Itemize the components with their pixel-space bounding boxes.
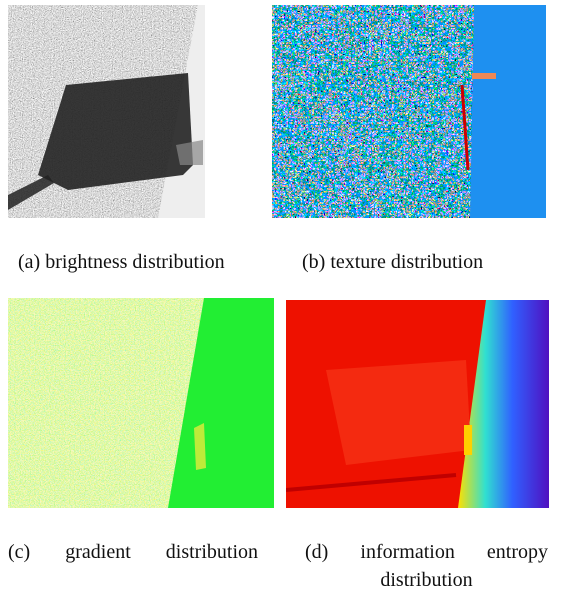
entropy-image — [286, 300, 549, 508]
caption: (c) gradient distribution — [8, 538, 258, 566]
caption: (d) information entropy distribution — [305, 538, 548, 594]
caption: (b) texture distribution — [302, 248, 522, 276]
gradient-image — [8, 298, 274, 508]
figure-page: {"panels": [ {"caption": "(a) brightness… — [0, 0, 566, 592]
brightness-image — [8, 5, 205, 218]
caption: (a) brightness distribution — [18, 248, 258, 276]
texture-image — [272, 5, 546, 218]
